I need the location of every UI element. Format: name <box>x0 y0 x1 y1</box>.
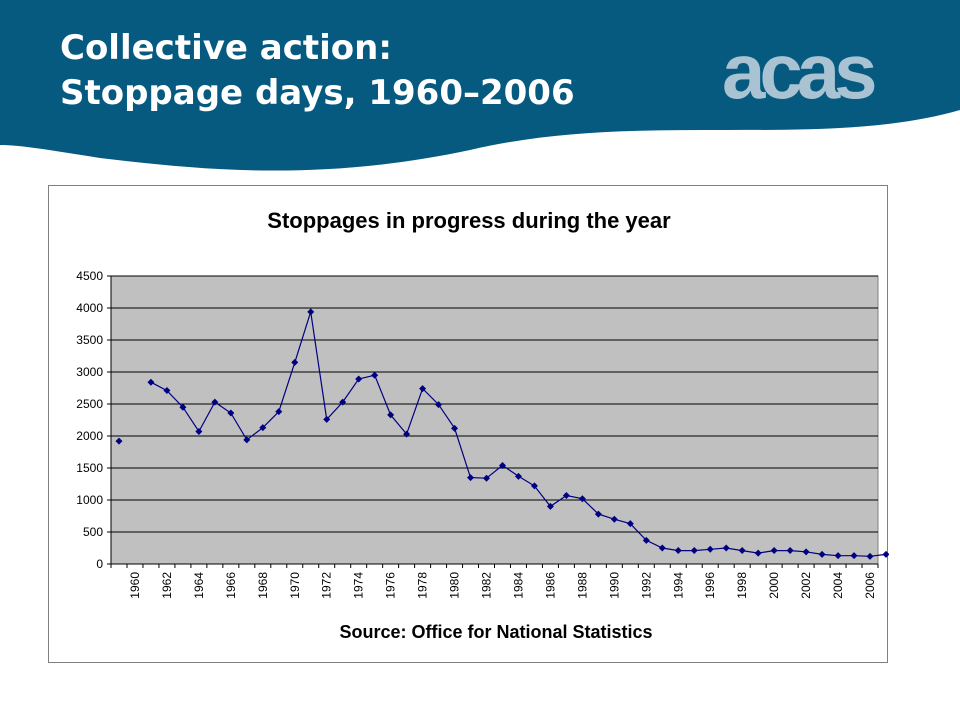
data-point-marker <box>163 387 171 395</box>
y-tick-label: 1000 <box>76 493 103 507</box>
data-point-marker <box>514 472 522 480</box>
data-point-marker <box>211 398 219 406</box>
slide-title-line-1: Collective action: <box>60 28 392 68</box>
x-tick-label: 1986 <box>543 572 557 599</box>
data-point-marker <box>610 515 618 523</box>
data-point-marker <box>626 520 634 528</box>
x-tick-label: 1978 <box>416 572 430 599</box>
chart-svg: Stoppages in progress during the year 0 5… <box>76 208 889 642</box>
data-point-marker <box>818 550 826 558</box>
y-tick-label: 1500 <box>76 461 103 475</box>
data-point-marker <box>419 385 427 393</box>
x-axis-ticks: 1960 1962 1964 1966 1968 1970 1972 1974 1976 1978… <box>110 564 879 599</box>
y-tick-label: 4000 <box>76 301 103 315</box>
data-point-marker <box>498 461 506 469</box>
data-point-marker <box>451 424 459 432</box>
data-point-marker <box>642 536 650 544</box>
data-point-marker <box>147 378 155 386</box>
data-point-marker <box>770 547 778 555</box>
data-point-marker <box>562 492 570 500</box>
x-tick-label: 1976 <box>384 572 398 599</box>
x-tick-label: 2004 <box>831 572 845 599</box>
logo-text: acas <box>722 36 875 108</box>
x-tick-label: 1988 <box>575 572 589 599</box>
y-tick-label: 2000 <box>76 429 103 443</box>
data-point-marker <box>866 552 874 560</box>
x-tick-label: 1990 <box>607 572 621 599</box>
plot-area <box>110 275 879 565</box>
x-tick-label: 1994 <box>671 572 685 599</box>
y-tick-label: 3500 <box>76 333 103 347</box>
data-point-marker <box>307 308 315 316</box>
x-tick-label: 1962 <box>160 572 174 599</box>
x-tick-label: 1968 <box>256 572 270 599</box>
x-tick-label: 1982 <box>480 572 494 599</box>
x-tick-label: 2006 <box>863 572 877 599</box>
data-point-marker <box>355 375 363 383</box>
data-point-marker <box>754 549 762 557</box>
y-tick-label: 2500 <box>76 397 103 411</box>
acas-logo: acas <box>722 36 881 108</box>
data-point-marker <box>227 409 235 417</box>
data-point-marker <box>323 415 331 423</box>
chart-title: Stoppages in progress during the year <box>267 208 671 233</box>
data-point-marker <box>115 437 123 445</box>
data-point-marker <box>243 436 251 444</box>
x-tick-label: 1998 <box>735 572 749 599</box>
slide-title: Collective action: Stoppage days, 1960–2… <box>60 26 575 116</box>
data-point-marker <box>578 495 586 503</box>
x-tick-label: 1964 <box>192 572 206 599</box>
x-tick-label: 1980 <box>448 572 462 599</box>
data-point-marker <box>387 411 395 419</box>
x-tick-label: 1992 <box>639 572 653 599</box>
y-tick-label: 500 <box>83 525 103 539</box>
y-tick-label: 4500 <box>76 269 103 283</box>
slide-title-line-2: Stoppage days, 1960–2006 <box>60 73 575 113</box>
data-point-marker <box>738 547 746 555</box>
x-tick-label: 1966 <box>224 572 238 599</box>
y-tick-label: 3000 <box>76 365 103 379</box>
data-point-marker <box>674 547 682 555</box>
data-point-marker <box>435 401 443 409</box>
x-axis-label: Source: Office for National Statistics <box>339 622 652 642</box>
series-markers <box>115 308 889 560</box>
data-point-marker <box>850 552 858 560</box>
data-point-marker <box>834 552 842 560</box>
x-tick-label: 1984 <box>511 572 525 599</box>
x-tick-label: 2002 <box>799 572 813 599</box>
data-point-marker <box>291 358 299 366</box>
data-point-marker <box>802 548 810 556</box>
data-point-marker <box>403 430 411 438</box>
data-point-marker <box>179 403 187 411</box>
y-tick-label: 0 <box>96 557 103 571</box>
x-tick-label: 1974 <box>352 572 366 599</box>
x-tick-label: 1960 <box>128 572 142 599</box>
data-point-marker <box>339 398 347 406</box>
data-point-marker <box>530 482 538 490</box>
x-tick-label: 1996 <box>703 572 717 599</box>
gridlines <box>111 275 878 533</box>
data-point-marker <box>275 408 283 416</box>
header-banner <box>0 0 960 171</box>
x-tick-label: 1970 <box>288 572 302 599</box>
data-point-marker <box>467 474 475 482</box>
data-point-marker <box>658 544 666 552</box>
data-point-marker <box>690 547 698 555</box>
data-point-marker <box>259 424 267 432</box>
data-point-marker <box>546 502 554 510</box>
data-point-marker <box>706 545 714 553</box>
x-tick-label: 1972 <box>320 572 334 599</box>
data-point-marker <box>722 544 730 552</box>
data-point-marker <box>786 547 794 555</box>
data-point-marker <box>483 474 491 482</box>
data-point-marker <box>195 428 203 436</box>
x-tick-label: 2000 <box>767 572 781 599</box>
data-point-marker <box>882 550 889 558</box>
data-point-marker <box>371 371 379 379</box>
chart-frame: Stoppages in progress during the year 0 5… <box>48 185 889 663</box>
banner-wave <box>0 0 960 171</box>
